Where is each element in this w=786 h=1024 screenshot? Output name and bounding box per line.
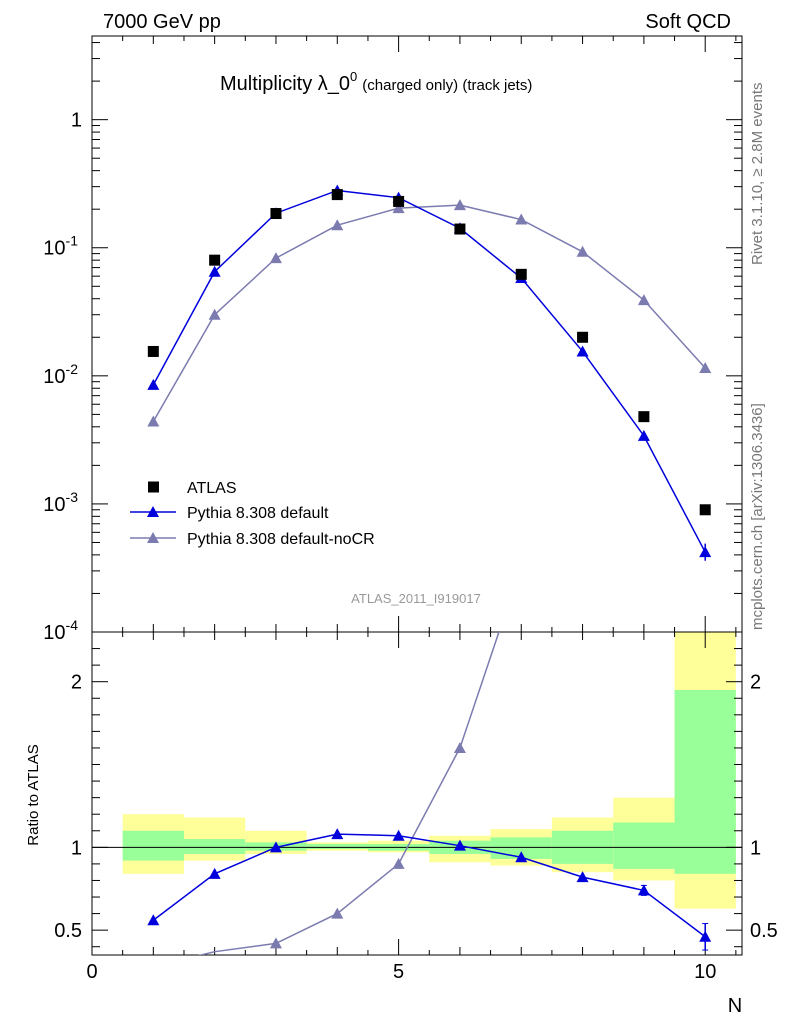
default-point <box>576 345 589 357</box>
default-point <box>637 429 650 441</box>
band-inner <box>306 844 368 849</box>
x-tick-label: 10 <box>694 961 716 983</box>
ratio-nocr-point <box>453 741 466 753</box>
x-tick-label: 0 <box>86 961 97 983</box>
ratio-clipped-series <box>147 632 712 955</box>
band-inner <box>674 689 736 874</box>
legend-label: ATLAS <box>187 480 237 497</box>
nocr-point <box>392 202 405 214</box>
ratio-default-point <box>699 930 712 942</box>
nocr-point <box>331 219 344 231</box>
ratio-y-tick-label-right: 2 <box>750 672 761 694</box>
nocr-point <box>269 252 282 264</box>
ratio-default-point <box>576 871 589 883</box>
nocr-point <box>699 362 712 374</box>
nocr-point <box>208 308 221 320</box>
header-left: 7000 GeV pp <box>103 11 221 33</box>
atlas-point <box>577 331 589 343</box>
ratio-y-tick-label-right: 1 <box>750 837 761 859</box>
ratio-default-point <box>269 841 282 853</box>
y-tick-label: 10-3 <box>43 489 78 516</box>
nocr-line <box>152 204 706 422</box>
default-point <box>147 378 160 390</box>
atlas-point <box>699 504 711 516</box>
ratio-ylabel: Ratio to ATLAS <box>25 744 42 845</box>
ratio-y-tick-label: 0.5 <box>54 920 82 942</box>
atlas-point <box>515 268 527 280</box>
atlas-point <box>270 208 282 220</box>
band-inner <box>613 822 675 869</box>
y-tick-label: 10-2 <box>43 361 78 388</box>
ratio-series-layer <box>147 632 712 955</box>
ratio-default-line <box>152 833 706 938</box>
ratio-default-point <box>208 867 221 879</box>
legend-label: Pythia 8.308 default-noCR <box>187 531 375 548</box>
x-axis-label: N <box>728 995 742 1017</box>
y-tick-label: 1 <box>71 110 82 132</box>
ratio-default-point <box>392 829 405 841</box>
atlas-point <box>393 195 405 207</box>
ratio-nocr-line <box>197 632 500 955</box>
band-inner <box>122 830 184 861</box>
default-point <box>208 265 221 277</box>
y-tick-label: 10-1 <box>43 233 78 260</box>
nocr-point <box>637 294 650 306</box>
atlas-point <box>454 223 466 235</box>
ratio-nocr-point <box>331 907 344 919</box>
band-inner <box>490 837 552 859</box>
watermark: ATLAS_2011_I919017 <box>351 591 481 606</box>
ratio-default-point <box>515 851 528 863</box>
ratio-default-point <box>147 914 160 926</box>
x-tick-label: 5 <box>393 961 404 983</box>
ratio-nocr-point <box>269 937 282 949</box>
mcplots-label: mcplots.cern.ch [arXiv:1306.3436] <box>749 403 766 630</box>
ratio-frame-box <box>91 631 743 956</box>
atlas-point <box>209 254 221 266</box>
rivet-label: Rivet 3.1.10, ≥ 2.8M events <box>749 83 766 266</box>
y-tick-label: 10-4 <box>43 617 78 644</box>
legend-label: Pythia 8.308 default <box>187 505 329 522</box>
legend-marker-atlas <box>148 481 159 493</box>
ratio-panel: 0.5 0.5 1 1 2 2 0 5 10 <box>54 631 778 983</box>
legend-marker-triangle <box>147 506 159 517</box>
nocr-point <box>147 415 160 427</box>
ratio-y-tick-label: 2 <box>71 672 82 694</box>
nocr-point <box>453 199 466 211</box>
default-line <box>152 189 706 553</box>
main-panel: 10-4 10-3 10-2 10-1 1 <box>43 35 743 644</box>
ratio-default-point <box>331 828 344 840</box>
ratio-default-point <box>637 884 650 896</box>
atlas-point <box>638 411 650 423</box>
main-series-layer <box>147 184 712 561</box>
nocr-point <box>515 213 528 225</box>
nocr-point <box>576 245 589 257</box>
atlas-point <box>147 345 159 357</box>
ratio-y-tick-label-right: 0.5 <box>750 920 778 942</box>
ratio-bands <box>122 632 736 909</box>
plot-title: Multiplicity λ_00(charged only) (track j… <box>220 69 532 95</box>
ratio-y-tick-label: 1 <box>71 837 82 859</box>
ratio-default-point <box>453 839 466 851</box>
atlas-point <box>331 189 343 201</box>
band-inner <box>183 839 246 854</box>
legend-marker-triangle <box>147 532 159 543</box>
legend: ATLAS Pythia 8.308 default Pythia 8.308 de… <box>130 480 375 548</box>
header-right: Soft QCD <box>645 11 731 33</box>
ratio-nocr-point <box>392 857 405 869</box>
